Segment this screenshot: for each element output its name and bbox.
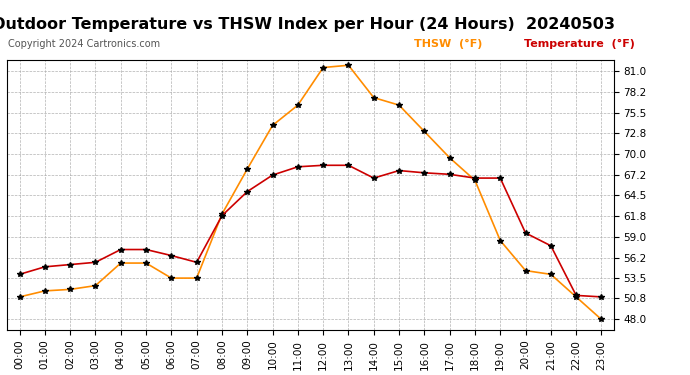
Text: Temperature  (°F): Temperature (°F) bbox=[524, 39, 635, 50]
Text: THSW  (°F): THSW (°F) bbox=[414, 39, 482, 50]
Text: Outdoor Temperature vs THSW Index per Hour (24 Hours)  20240503: Outdoor Temperature vs THSW Index per Ho… bbox=[0, 17, 615, 32]
Text: Copyright 2024 Cartronics.com: Copyright 2024 Cartronics.com bbox=[8, 39, 160, 50]
